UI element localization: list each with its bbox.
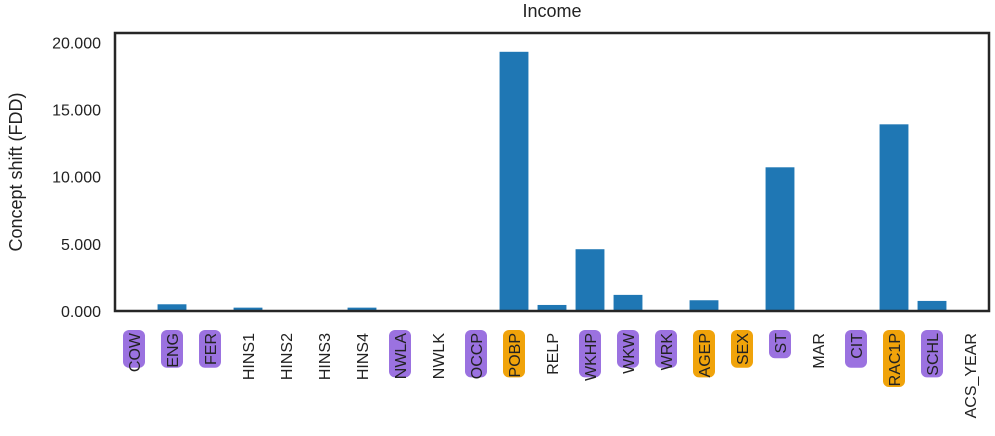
x-tick-schl: SCHL [921, 330, 943, 378]
x-tick-mar: MAR [811, 333, 828, 369]
x-tick-label: HINS4 [355, 333, 372, 380]
x-tick-pobp: POBP [503, 330, 525, 377]
x-tick-label: NWLK [431, 333, 448, 380]
chart-title: Income [522, 1, 581, 21]
x-tick-label: FER [203, 333, 220, 365]
bar-pobp [499, 51, 529, 311]
x-tick-label: HINS3 [317, 333, 334, 380]
x-tick-nwlk: NWLK [431, 333, 448, 380]
bar-hins4 [347, 307, 377, 311]
x-tick-wrk: WRK [655, 330, 677, 370]
x-tick-relp: RELP [545, 333, 562, 375]
x-axis-ticks: COW ENG FER HINS1 HINS2 HINS3 HINS4 NWLA NWLK OCC… [123, 330, 980, 418]
x-tick-rac1p: RAC1P [883, 330, 905, 387]
x-tick-highlight [503, 330, 525, 378]
bar-rac1p [879, 124, 909, 311]
x-tick-label: HINS2 [279, 333, 296, 380]
x-tick-wkhp: WKHP [579, 330, 601, 381]
x-tick-label: COW [127, 332, 144, 372]
x-tick-highlight [617, 330, 639, 368]
bar-wkhp [575, 249, 605, 311]
y-tick-label: 0.000 [61, 304, 101, 321]
bar-eng [157, 304, 187, 311]
x-tick-cit: CIT [845, 330, 867, 368]
y-tick-label: 10.000 [52, 170, 101, 187]
y-tick-label: 5.000 [61, 237, 101, 254]
bar-relp [537, 304, 567, 311]
x-tick-highlight [693, 330, 715, 378]
x-tick-label: POBP [507, 333, 524, 377]
x-tick-label: OCCP [469, 333, 486, 379]
x-tick-label: ENG [165, 333, 182, 368]
x-tick-highlight [845, 330, 867, 368]
x-tick-highlight [161, 330, 183, 368]
x-tick-highlight [921, 330, 943, 378]
x-tick-fer: FER [199, 330, 221, 368]
x-tick-label: ST [773, 333, 790, 354]
x-tick-label: AGEP [697, 333, 714, 377]
y-tick-label: 15.000 [52, 103, 101, 120]
x-tick-cow: COW [123, 330, 145, 372]
y-tick-label: 20.000 [52, 35, 101, 52]
x-tick-highlight [123, 330, 145, 368]
bar-st [765, 167, 795, 311]
x-tick-hins2: HINS2 [279, 333, 296, 380]
x-tick-label: RELP [545, 333, 562, 375]
x-tick-eng: ENG [161, 330, 183, 368]
x-tick-label: WRK [659, 333, 676, 371]
x-tick-label: SCHL [925, 333, 942, 376]
x-tick-acs-year: ACS_YEAR [963, 333, 980, 418]
x-tick-hins4: HINS4 [355, 333, 372, 380]
x-tick-label: HINS1 [241, 333, 258, 380]
x-tick-wkw: WKW [617, 330, 639, 374]
x-tick-label: SEX [735, 333, 752, 365]
x-tick-highlight [655, 330, 677, 368]
x-tick-highlight [389, 330, 411, 378]
plot-frame [113, 31, 991, 313]
x-tick-label: RAC1P [887, 333, 904, 386]
x-tick-label: NWLA [393, 333, 410, 380]
bar-agep [689, 300, 719, 311]
bar-wkw [613, 294, 643, 311]
x-tick-label: MAR [811, 333, 828, 369]
x-tick-nwla: NWLA [389, 330, 411, 379]
x-tick-hins1: HINS1 [241, 333, 258, 380]
x-tick-occp: OCCP [465, 330, 487, 379]
bar-schl [917, 300, 947, 311]
y-axis-title: Concept shift (FDD) [6, 92, 26, 251]
x-tick-highlight [465, 330, 487, 378]
bar-hins1 [233, 307, 263, 311]
x-tick-highlight [199, 330, 221, 368]
x-tick-label: WKHP [583, 333, 600, 381]
y-axis-ticks: 0.000 5.000 10.000 15.000 20.000 [52, 35, 101, 321]
x-tick-label: WKW [621, 332, 638, 374]
x-tick-st: ST [769, 330, 791, 359]
x-tick-highlight [731, 330, 753, 368]
x-tick-agep: AGEP [693, 330, 715, 377]
x-tick-highlight [769, 330, 791, 359]
x-tick-hins3: HINS3 [317, 333, 334, 380]
x-tick-label: ACS_YEAR [963, 333, 980, 418]
x-tick-label: CIT [849, 333, 866, 359]
x-tick-sex: SEX [731, 330, 753, 368]
x-tick-highlight [579, 330, 601, 378]
x-tick-highlight [883, 330, 905, 387]
bars-layer [157, 51, 947, 311]
